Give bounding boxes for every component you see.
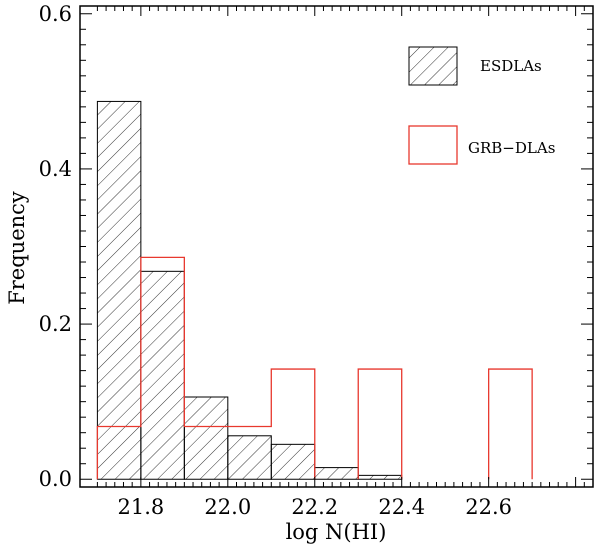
esdla-bar: [227, 435, 272, 480]
y-tick-label: 0.0: [39, 467, 72, 491]
legend-swatch-grb-dlas: [408, 125, 458, 165]
legend-label-grb-dlas: GRB−DLAs: [468, 139, 555, 157]
legend-label-esdlas: ESDLAs: [480, 57, 542, 75]
x-tick-label: 22.4: [378, 495, 425, 519]
x-tick-label: 22.6: [465, 495, 512, 519]
x-tick-label: 22.2: [291, 495, 338, 519]
esdla-bar: [183, 396, 229, 480]
grb-dla-series-outline: [96, 256, 533, 480]
y-axis-label: Frequency: [5, 191, 29, 305]
legend-swatch-esdlas: [408, 46, 458, 86]
x-axis-ticks: 21.8 22.0 22.2 22.4 22.6: [96, 6, 594, 519]
esdla-bar: [357, 474, 403, 480]
x-tick-label: 21.8: [117, 495, 164, 519]
esdla-bar: [96, 100, 142, 480]
y-axis-ticks: 0.0 0.2 0.4 0.6: [39, 2, 593, 491]
esdla-series: [96, 100, 403, 480]
y-tick-label: 0.4: [39, 157, 72, 181]
y-tick-label: 0.6: [39, 2, 72, 26]
legend: ESDLAs GRB−DLAs: [408, 46, 555, 165]
esdla-bar: [314, 467, 359, 480]
y-tick-label: 0.2: [39, 312, 72, 336]
esdla-bar: [270, 443, 316, 480]
esdla-bar: [140, 270, 185, 480]
x-tick-label: 22.0: [204, 495, 251, 519]
x-axis-label: log N(HI): [286, 520, 387, 544]
